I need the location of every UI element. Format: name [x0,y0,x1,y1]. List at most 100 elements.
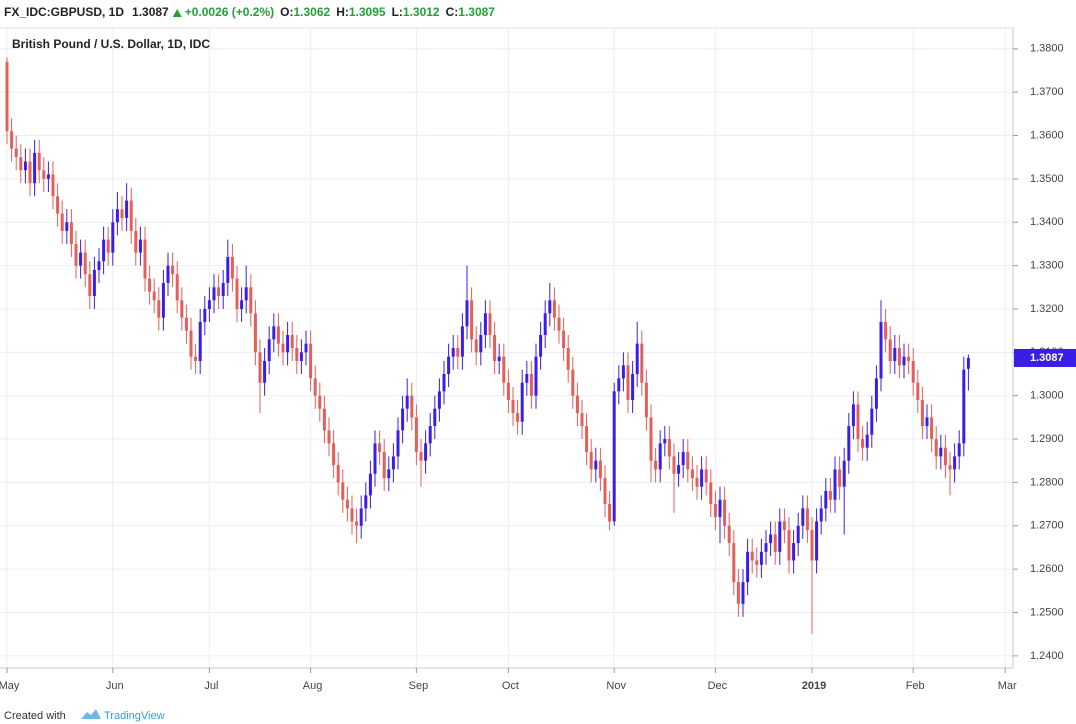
x-tick-label: Aug [303,680,323,692]
candle-body [681,452,685,466]
candle-body [184,317,188,331]
up-arrow [172,9,182,17]
candle-body [69,222,73,244]
candle-body [83,252,87,275]
candle-body [230,256,234,279]
candle-body [911,361,915,383]
candle-body [690,469,694,479]
candle-body [695,478,699,487]
candle-body [792,543,796,561]
candle-body [281,343,285,353]
candle-body [539,334,543,357]
candle-body [290,334,294,348]
candle-body [410,395,414,418]
candle-body [727,525,731,544]
candle-body [644,382,648,418]
candle-body [640,343,644,383]
candle-body [939,447,943,457]
candle-body [198,321,202,362]
candle-body [902,356,906,366]
candle-body [483,313,487,335]
candle-body [709,482,713,505]
candle-body [534,356,538,396]
candle-body [474,339,478,353]
candle-body [953,456,957,470]
candle-body [97,261,101,270]
candle-body [598,460,602,479]
candle-body [930,417,934,440]
candle-body [704,469,708,483]
candle-body [336,465,340,483]
field-label: H: [336,5,349,19]
candle-body [433,408,437,427]
candle-body [755,560,759,565]
candle-body [888,339,892,362]
candle-body [801,508,805,526]
candle-body [649,417,653,461]
candle-body [88,274,92,296]
candle-body [382,452,386,479]
footer-brand[interactable]: TradingView [104,710,165,722]
candle-body [327,430,331,444]
candle-body [677,465,681,474]
candle-body [125,200,129,218]
candle-body [171,265,175,275]
candle-body [700,469,704,487]
candle-body [5,61,9,132]
candle-body [345,499,349,509]
symbol-header: FX_IDC:GBPUSD, 1D 1.3087 +0.0026 (+0.2%) O:… [4,5,495,19]
candle-body [460,326,464,357]
candles [5,57,970,635]
candle-body [603,478,607,505]
x-tick-label: Dec [708,680,728,692]
candle-body [304,343,308,353]
candle-body [557,317,561,331]
tradingview-logo [81,709,101,719]
candle-body [405,395,409,409]
footer-text: Created with [4,710,66,722]
y-tick-label: 1.2800 [1030,476,1064,488]
x-tick-label: May [0,680,20,692]
candle-body [562,330,566,348]
candle-body [74,243,78,266]
candle-body [575,395,579,414]
candle-body [180,300,184,318]
x-tick-label: Oct [502,680,519,692]
candle-body [948,465,952,470]
candle-body [364,495,368,509]
x-tick-label: Sep [409,680,429,692]
x-tick-label: Feb [906,680,925,692]
candle-body [79,252,83,266]
last-price: 1.3087 [132,5,169,19]
candle-body [529,374,533,396]
candle-body [617,378,621,392]
candle-body [686,452,690,470]
grid [0,28,1013,668]
candle-body [851,404,855,427]
candle-body [258,352,262,383]
candle-body [451,348,455,357]
candle-body [249,287,253,314]
candle-body [810,530,814,561]
candle-body [286,334,290,353]
candle-body [589,452,593,470]
candle-body [322,408,326,431]
candle-body [934,439,938,457]
candle-body [23,161,27,171]
candle-body [359,508,363,526]
candle-body [14,148,18,158]
candle-body [957,443,961,457]
candle-body [175,274,179,301]
candle-body [318,395,322,409]
x-tick-label: Jun [106,680,124,692]
candle-body [194,356,198,362]
candle-body [244,287,248,301]
candle-body [759,551,763,565]
candle-body [272,326,276,340]
candle-body [594,460,598,470]
candle-body [842,460,846,487]
candle-body [203,308,207,322]
candle-body [401,408,405,431]
candle-body [621,365,625,379]
